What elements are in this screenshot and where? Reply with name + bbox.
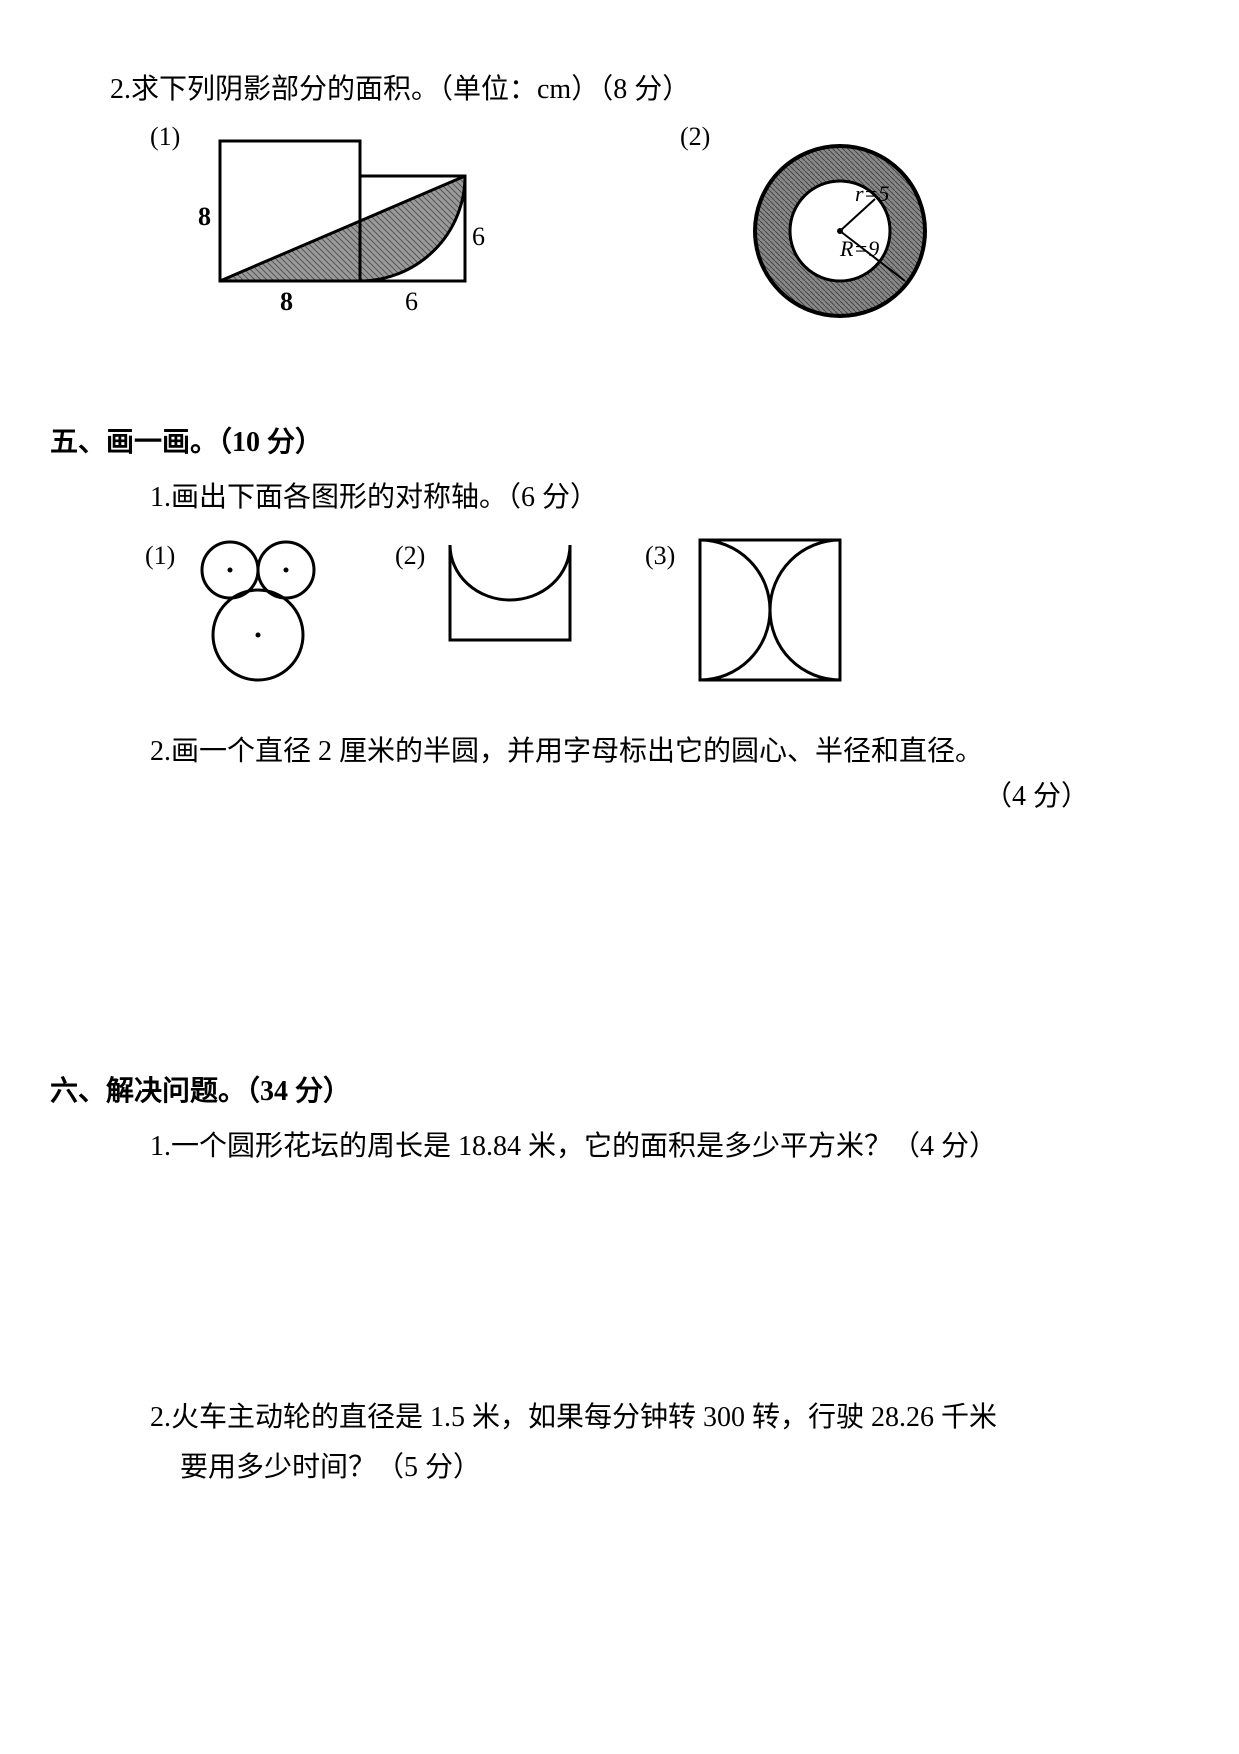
section5-q1-text: 1.画出下面各图形的对称轴。（6 分）	[150, 476, 1189, 521]
s5-fig1-d3	[256, 633, 261, 638]
s5-fig2-u-shape	[450, 545, 570, 640]
s5-fig3-svg	[650, 530, 860, 700]
q2-fig1: (1) 8 6 8 6	[150, 121, 530, 351]
s5-fig2: (2)	[400, 530, 590, 680]
q2-fig1-dim-8-left: 8	[198, 196, 211, 238]
q2-fig2-label: (2)	[680, 116, 710, 158]
s5-fig1-d1	[228, 568, 233, 573]
q2-fig1-dim-8-bottom: 8	[280, 281, 293, 323]
s5-fig3-label: (3)	[645, 535, 675, 577]
s5-fig2-svg	[400, 530, 590, 680]
q2-fig1-dim-6-bottom: 6	[405, 281, 418, 323]
section5-q1-figs: (1) (2) (3)	[150, 530, 1189, 710]
section5-q2-points: （4 分）	[50, 775, 1089, 820]
s5-fig1: (1)	[150, 530, 340, 710]
q2-fig2-r-label: r=5	[855, 176, 889, 211]
section5-title: 五、画一画。（10 分）	[50, 421, 1189, 466]
s5-fig2-label: (2)	[395, 535, 425, 577]
s5-fig1-d2	[284, 568, 289, 573]
s5-fig3-arc-right	[770, 540, 840, 680]
section5-q2-text: 2.画一个直径 2 厘米的半圆，并用字母标出它的圆心、半径和直径。	[150, 730, 1189, 775]
section6-title: 六、解决问题。（34 分）	[50, 1070, 1189, 1115]
s5-fig3-arc-left	[700, 540, 770, 680]
s5-fig2-arc	[450, 545, 570, 600]
q2-text: 2.求下列阴影部分的面积。（单位：cm）（8 分）	[110, 68, 1189, 113]
section6-q2a: 2.火车主动轮的直径是 1.5 米，如果每分钟转 300 转，行驶 28.26 …	[150, 1396, 1189, 1441]
q2-fig2: (2) r=5 R=9	[680, 121, 1000, 341]
s5-fig3: (3)	[650, 530, 860, 700]
section5-q2-workspace	[50, 820, 1189, 1000]
s5-fig1-svg	[150, 530, 340, 710]
section6-q1: 1.一个圆形花坛的周长是 18.84 米，它的面积是多少平方米？（4 分）	[150, 1125, 1189, 1170]
q2-figures-row: (1) 8 6 8 6 (2)	[150, 121, 1189, 351]
q2-fig1-dim-6-right: 6	[472, 216, 485, 258]
section6-q1-workspace	[50, 1170, 1189, 1390]
section6-q2b: 要用多少时间？（5 分）	[180, 1446, 1189, 1491]
q2-fig1-label: (1)	[150, 116, 180, 158]
q2-fig2-R-label: R=9	[840, 231, 879, 266]
s5-fig1-label: (1)	[145, 535, 175, 577]
